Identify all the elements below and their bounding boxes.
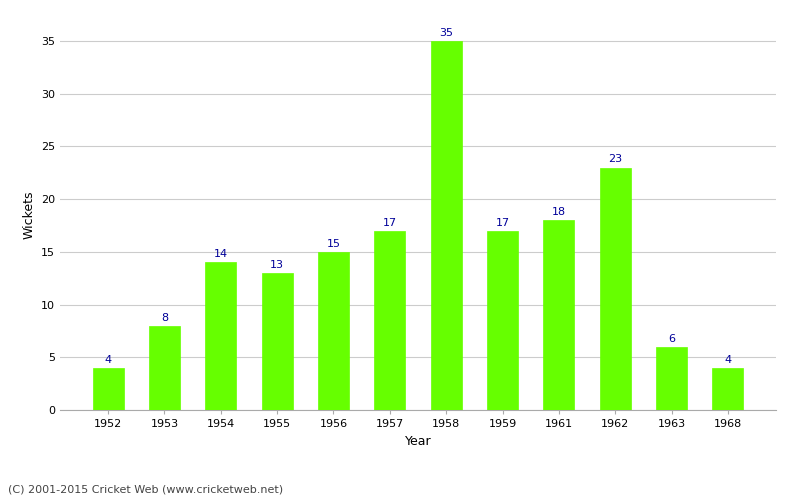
Text: 14: 14 xyxy=(214,250,228,260)
Text: 4: 4 xyxy=(724,354,731,364)
Text: 4: 4 xyxy=(105,354,112,364)
Text: 17: 17 xyxy=(495,218,510,228)
Text: 18: 18 xyxy=(552,207,566,217)
Text: 17: 17 xyxy=(382,218,397,228)
Bar xyxy=(262,273,293,410)
Bar xyxy=(487,231,518,410)
Text: 15: 15 xyxy=(326,238,341,248)
Y-axis label: Wickets: Wickets xyxy=(22,190,35,240)
Text: 6: 6 xyxy=(668,334,675,344)
Bar xyxy=(543,220,574,410)
Bar xyxy=(430,41,462,410)
Bar xyxy=(318,252,349,410)
Bar xyxy=(149,326,180,410)
X-axis label: Year: Year xyxy=(405,434,431,448)
Text: 13: 13 xyxy=(270,260,284,270)
Bar xyxy=(713,368,743,410)
Text: 35: 35 xyxy=(439,28,453,38)
Bar xyxy=(374,231,406,410)
Bar xyxy=(206,262,236,410)
Bar xyxy=(600,168,630,410)
Text: 8: 8 xyxy=(161,312,168,322)
Text: (C) 2001-2015 Cricket Web (www.cricketweb.net): (C) 2001-2015 Cricket Web (www.cricketwe… xyxy=(8,485,283,495)
Bar xyxy=(656,347,687,410)
Text: 23: 23 xyxy=(608,154,622,164)
Bar xyxy=(93,368,123,410)
